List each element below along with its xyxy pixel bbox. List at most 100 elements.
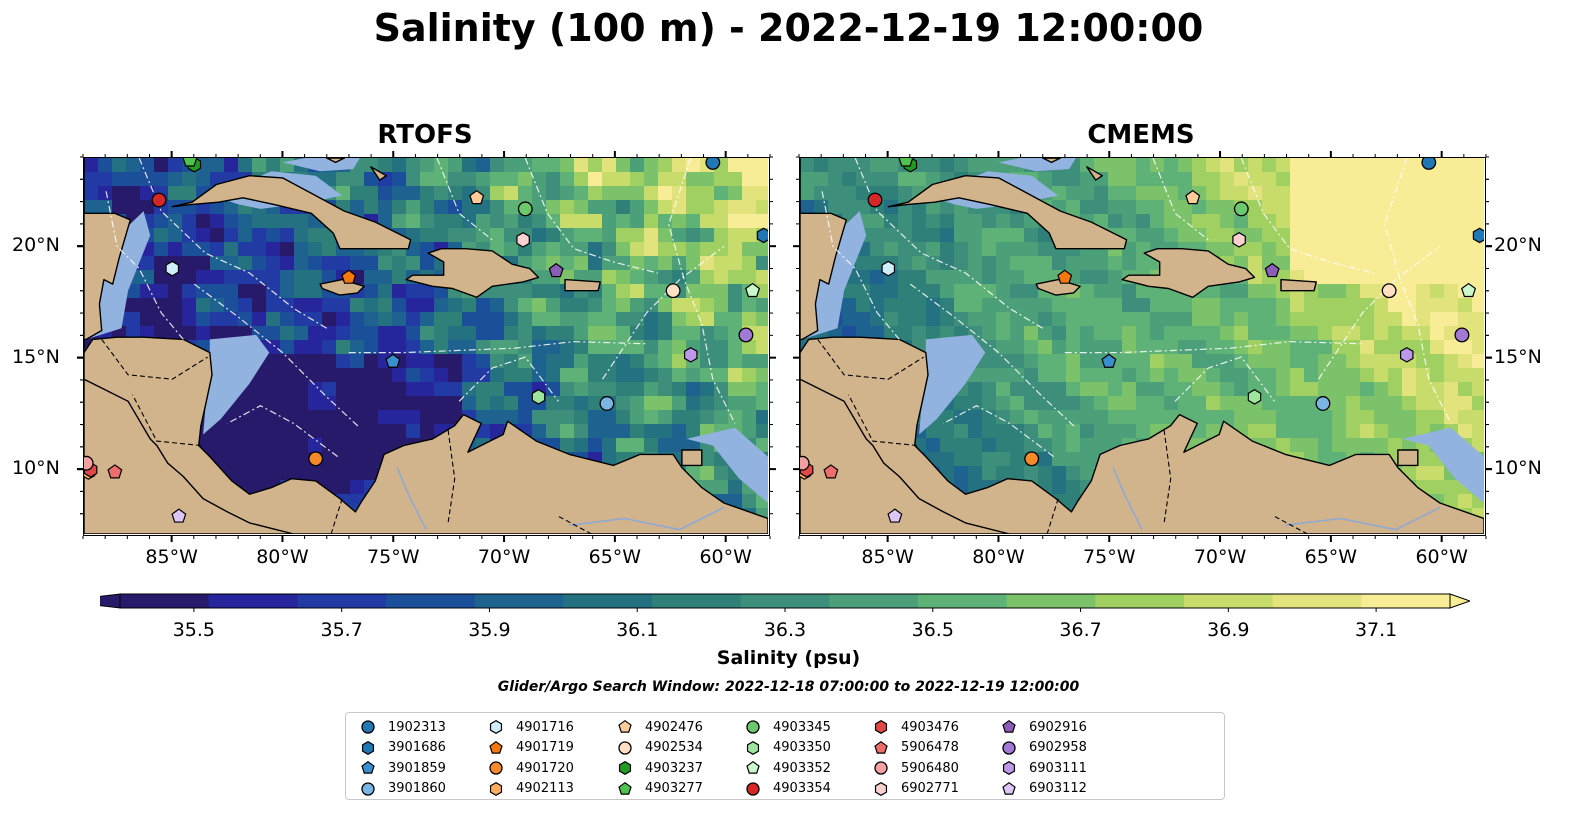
salinity-cell: [1430, 228, 1445, 243]
salinity-cell: [756, 396, 769, 411]
salinity-cell: [728, 256, 743, 271]
salinity-cell: [210, 298, 225, 313]
salinity-cell: [238, 214, 253, 229]
legend-label: 6902771: [901, 781, 959, 797]
salinity-cell: [1458, 158, 1473, 173]
salinity-cell: [1304, 354, 1319, 369]
legend-item: 4903350: [745, 738, 831, 759]
salinity-cell: [1430, 466, 1445, 481]
salinity-cell: [490, 312, 505, 327]
salinity-cell: [700, 410, 715, 425]
salinity-cell: [1290, 172, 1305, 187]
salinity-cell: [982, 382, 997, 397]
salinity-cell: [728, 396, 743, 411]
salinity-cell: [504, 312, 519, 327]
salinity-cell: [224, 312, 239, 327]
salinity-cell: [658, 158, 673, 173]
salinity-cell: [756, 382, 769, 397]
salinity-cell: [1374, 396, 1389, 411]
pentagon-marker-icon: [1002, 720, 1016, 733]
salinity-cell: [1374, 158, 1389, 173]
salinity-cell: [1262, 410, 1277, 425]
salinity-cell: [982, 368, 997, 383]
salinity-cell: [1388, 242, 1403, 257]
salinity-cell: [308, 228, 323, 243]
salinity-cell: [1472, 256, 1485, 271]
salinity-cell: [476, 410, 491, 425]
salinity-cell: [1304, 410, 1319, 425]
colorbar-tick-label: 36.5: [911, 619, 954, 641]
colorbar-segment: [386, 594, 476, 608]
salinity-cell: [336, 340, 351, 355]
salinity-cell: [1276, 256, 1291, 271]
salinity-cell: [1010, 424, 1025, 439]
salinity-cell: [1038, 340, 1053, 355]
salinity-cell: [996, 228, 1011, 243]
salinity-cell: [756, 270, 769, 285]
salinity-cell: [870, 228, 885, 243]
salinity-cell: [644, 298, 659, 313]
salinity-cell: [616, 200, 631, 215]
salinity-cell: [490, 214, 505, 229]
salinity-cell: [1416, 354, 1431, 369]
salinity-cell: [1416, 298, 1431, 313]
salinity-cell: [1430, 382, 1445, 397]
salinity-cell: [1080, 466, 1095, 481]
salinity-cell: [728, 214, 743, 229]
cuba-land: [171, 175, 412, 250]
salinity-cell: [1346, 410, 1361, 425]
salinity-cell: [378, 256, 393, 271]
salinity-cell: [1290, 228, 1305, 243]
salinity-cell: [1416, 284, 1431, 299]
salinity-cell: [1010, 214, 1025, 229]
legend-item: 3901686: [360, 738, 446, 759]
salinity-cell: [1346, 172, 1361, 187]
salinity-cell: [574, 438, 589, 453]
salinity-cell: [1206, 326, 1221, 341]
salinity-cell: [448, 200, 463, 215]
cmems-map[interactable]: [799, 157, 1486, 536]
salinity-cell: [756, 214, 769, 229]
salinity-cell: [1052, 382, 1067, 397]
salinity-cell: [1080, 312, 1095, 327]
salinity-cell: [1388, 228, 1403, 243]
salinity-cell: [168, 242, 183, 257]
salinity-cell: [1318, 228, 1333, 243]
salinity-cell: [1360, 186, 1375, 201]
salinity-cell: [1220, 186, 1235, 201]
salinity-cell: [912, 270, 927, 285]
salinity-cell: [926, 298, 941, 313]
country-border: [447, 429, 456, 523]
salinity-cell: [1388, 298, 1403, 313]
salinity-cell: [1052, 256, 1067, 271]
salinity-cell: [1360, 284, 1375, 299]
salinity-cell: [1038, 242, 1053, 257]
salinity-cell: [238, 242, 253, 257]
rtofs-map[interactable]: [83, 157, 770, 536]
salinity-cell: [266, 270, 281, 285]
salinity-cell: [1220, 298, 1235, 313]
salinity-cell: [532, 340, 547, 355]
salinity-cell: [112, 186, 127, 201]
salinity-cell: [926, 270, 941, 285]
salinity-cell: [364, 256, 379, 271]
salinity-cell: [1262, 424, 1277, 439]
salinity-cell: [898, 326, 913, 341]
salinity-cell: [574, 158, 589, 173]
salinity-cell: [1444, 256, 1459, 271]
salinity-cell: [658, 340, 673, 355]
salinity-cell: [700, 354, 715, 369]
float-marker-4903277: [182, 158, 198, 167]
salinity-cell: [1080, 368, 1095, 383]
salinity-cell: [280, 284, 295, 299]
salinity-cell: [602, 242, 617, 257]
salinity-cell: [1416, 382, 1431, 397]
eez-boundary: [1174, 356, 1275, 402]
salinity-cell: [1220, 312, 1235, 327]
salinity-cell: [996, 256, 1011, 271]
salinity-cell: [1402, 326, 1417, 341]
salinity-cell: [560, 214, 575, 229]
salinity-cell: [728, 298, 743, 313]
salinity-cell: [728, 200, 743, 215]
float-marker-6903111: [1399, 347, 1414, 363]
